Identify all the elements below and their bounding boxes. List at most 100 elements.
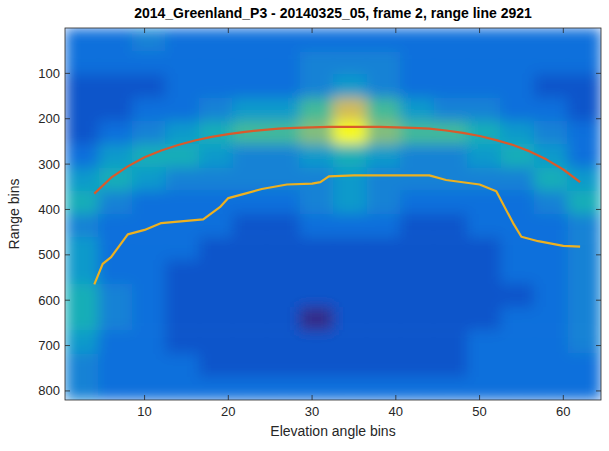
heat-cell bbox=[534, 98, 568, 122]
heat-cell bbox=[166, 51, 200, 75]
heat-cell bbox=[568, 330, 602, 354]
heat-cell bbox=[266, 144, 300, 168]
heat-cell bbox=[501, 284, 535, 308]
y-tick bbox=[65, 300, 70, 301]
y-tick bbox=[65, 73, 70, 74]
heat-cell bbox=[367, 75, 401, 99]
heat-cell bbox=[65, 330, 99, 354]
heat-cell bbox=[132, 51, 166, 75]
heat-cell bbox=[434, 144, 468, 168]
heat-cell bbox=[467, 214, 501, 238]
heat-cell bbox=[434, 51, 468, 75]
heat-cell bbox=[300, 144, 334, 168]
heat-cell bbox=[467, 28, 501, 52]
heat-cell bbox=[65, 237, 99, 261]
heat-cell bbox=[233, 51, 267, 75]
heat-cell bbox=[400, 144, 434, 168]
heat-cell bbox=[132, 307, 166, 331]
heat-cell bbox=[534, 121, 568, 145]
y-tick bbox=[596, 164, 601, 165]
heat-cell bbox=[99, 144, 133, 168]
heat-cell bbox=[333, 330, 367, 354]
heat-cell bbox=[233, 144, 267, 168]
heat-cell bbox=[568, 51, 602, 75]
heat-cell bbox=[199, 28, 233, 52]
heat-cell bbox=[233, 75, 267, 99]
heat-cell bbox=[534, 28, 568, 52]
heat-cell bbox=[132, 75, 166, 99]
heat-cell bbox=[400, 75, 434, 99]
heat-cell bbox=[467, 237, 501, 261]
heat-cell bbox=[266, 377, 300, 400]
x-tick bbox=[563, 28, 564, 33]
heat-cell bbox=[534, 191, 568, 215]
heat-cell bbox=[233, 28, 267, 52]
heat-cell bbox=[333, 237, 367, 261]
heat-cell bbox=[333, 261, 367, 285]
heat-cell bbox=[534, 75, 568, 99]
heat-cell bbox=[568, 144, 602, 168]
heat-cell bbox=[333, 144, 367, 168]
heat-cell bbox=[333, 284, 367, 308]
heat-cell bbox=[568, 191, 602, 215]
title: 2014_Greenland_P3 - 20140325_05, frame 2… bbox=[134, 5, 532, 21]
heat-cell bbox=[467, 284, 501, 308]
x-tick bbox=[395, 395, 396, 400]
heat-cell bbox=[467, 307, 501, 331]
heat-cell bbox=[99, 354, 133, 378]
heat-cell bbox=[166, 28, 200, 52]
heat-cell bbox=[199, 237, 233, 261]
heat-cell bbox=[333, 191, 367, 215]
heat-cell bbox=[266, 307, 300, 331]
heat-cell bbox=[99, 98, 133, 122]
y-tick bbox=[596, 390, 601, 391]
heat-cell bbox=[568, 261, 602, 285]
heat-cell bbox=[99, 377, 133, 400]
heat-cell bbox=[233, 377, 267, 400]
heat-cell bbox=[400, 191, 434, 215]
heat-cell bbox=[266, 51, 300, 75]
heat-cell bbox=[367, 284, 401, 308]
x-tick bbox=[228, 395, 229, 400]
heat-cell bbox=[233, 284, 267, 308]
heat-cell bbox=[434, 98, 468, 122]
y-tick-label: 100 bbox=[38, 66, 60, 81]
y-tick-label: 700 bbox=[38, 338, 60, 353]
heat-cell bbox=[434, 261, 468, 285]
heat-cell bbox=[166, 377, 200, 400]
curve bbox=[94, 127, 580, 194]
heat-cell bbox=[300, 214, 334, 238]
heat-cell bbox=[568, 377, 602, 400]
heat-cell bbox=[467, 261, 501, 285]
heat-cell bbox=[233, 98, 267, 122]
x-tick-label: 60 bbox=[556, 404, 570, 419]
heat-cell bbox=[132, 354, 166, 378]
heat-cell bbox=[166, 75, 200, 99]
heat-cell bbox=[534, 307, 568, 331]
heat-cell bbox=[199, 330, 233, 354]
heat-cell bbox=[534, 51, 568, 75]
heat-cell bbox=[434, 191, 468, 215]
heat-cell bbox=[367, 354, 401, 378]
x-tick-label: 50 bbox=[472, 404, 486, 419]
heat-cell bbox=[534, 261, 568, 285]
heat-cell bbox=[266, 191, 300, 215]
heat-cell bbox=[534, 330, 568, 354]
heat-cell bbox=[400, 51, 434, 75]
heat-cell bbox=[434, 214, 468, 238]
heat-cell bbox=[300, 121, 334, 145]
heat-cell bbox=[400, 121, 434, 145]
y-tick bbox=[65, 345, 70, 346]
heat-cell bbox=[300, 354, 334, 378]
heat-cell bbox=[166, 284, 200, 308]
heat-cell bbox=[367, 214, 401, 238]
heat-cell bbox=[568, 121, 602, 145]
heat-cell bbox=[65, 261, 99, 285]
heat-cell bbox=[333, 51, 367, 75]
heat-cell bbox=[65, 307, 99, 331]
heat-cell bbox=[99, 75, 133, 99]
heat-cell bbox=[65, 28, 99, 52]
heat-cell bbox=[400, 28, 434, 52]
heat-cell bbox=[266, 261, 300, 285]
heat-cell bbox=[65, 377, 99, 400]
